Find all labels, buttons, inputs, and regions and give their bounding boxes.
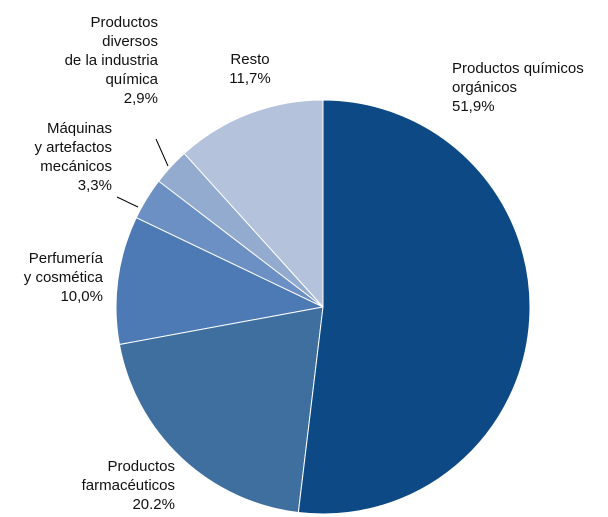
value-label: 10,0% [60, 288, 103, 305]
leader-line [116, 196, 139, 208]
slice-label: Productos farmacéuticos 20.2% [82, 457, 175, 514]
slice-label: Productos químicos orgánicos 51,9% [452, 59, 584, 116]
value-label: 51,9% [452, 98, 495, 115]
category-label: Resto [230, 51, 270, 68]
slice-label: Máquinas y artefactos mecánicos 3,3% [34, 119, 112, 195]
leader-line [155, 138, 169, 167]
slice-label: Resto 11,7% [210, 50, 290, 88]
slice-label: Perfumería y cosmética 10,0% [24, 249, 103, 306]
value-label: 3,3% [77, 177, 112, 194]
slice-label: Productos diversos de la industria quími… [65, 13, 158, 108]
category-label: Máquinas y artefactos mecánicos [34, 120, 112, 175]
category-label: Productos diversos de la industria quími… [64, 14, 158, 88]
pie-slice [183, 99, 324, 309]
value-label: 11,7% [229, 70, 271, 87]
category-label: Productos químicos orgánicos [452, 60, 584, 96]
category-label: Productos farmacéuticos [81, 458, 175, 494]
pie-slice [115, 217, 325, 346]
value-label: 2,9% [123, 90, 158, 107]
category-label: Perfumería y cosmética [23, 250, 103, 286]
pie-slice [118, 306, 324, 514]
pie-slice [297, 99, 531, 515]
value-label: 20.2% [132, 496, 175, 513]
